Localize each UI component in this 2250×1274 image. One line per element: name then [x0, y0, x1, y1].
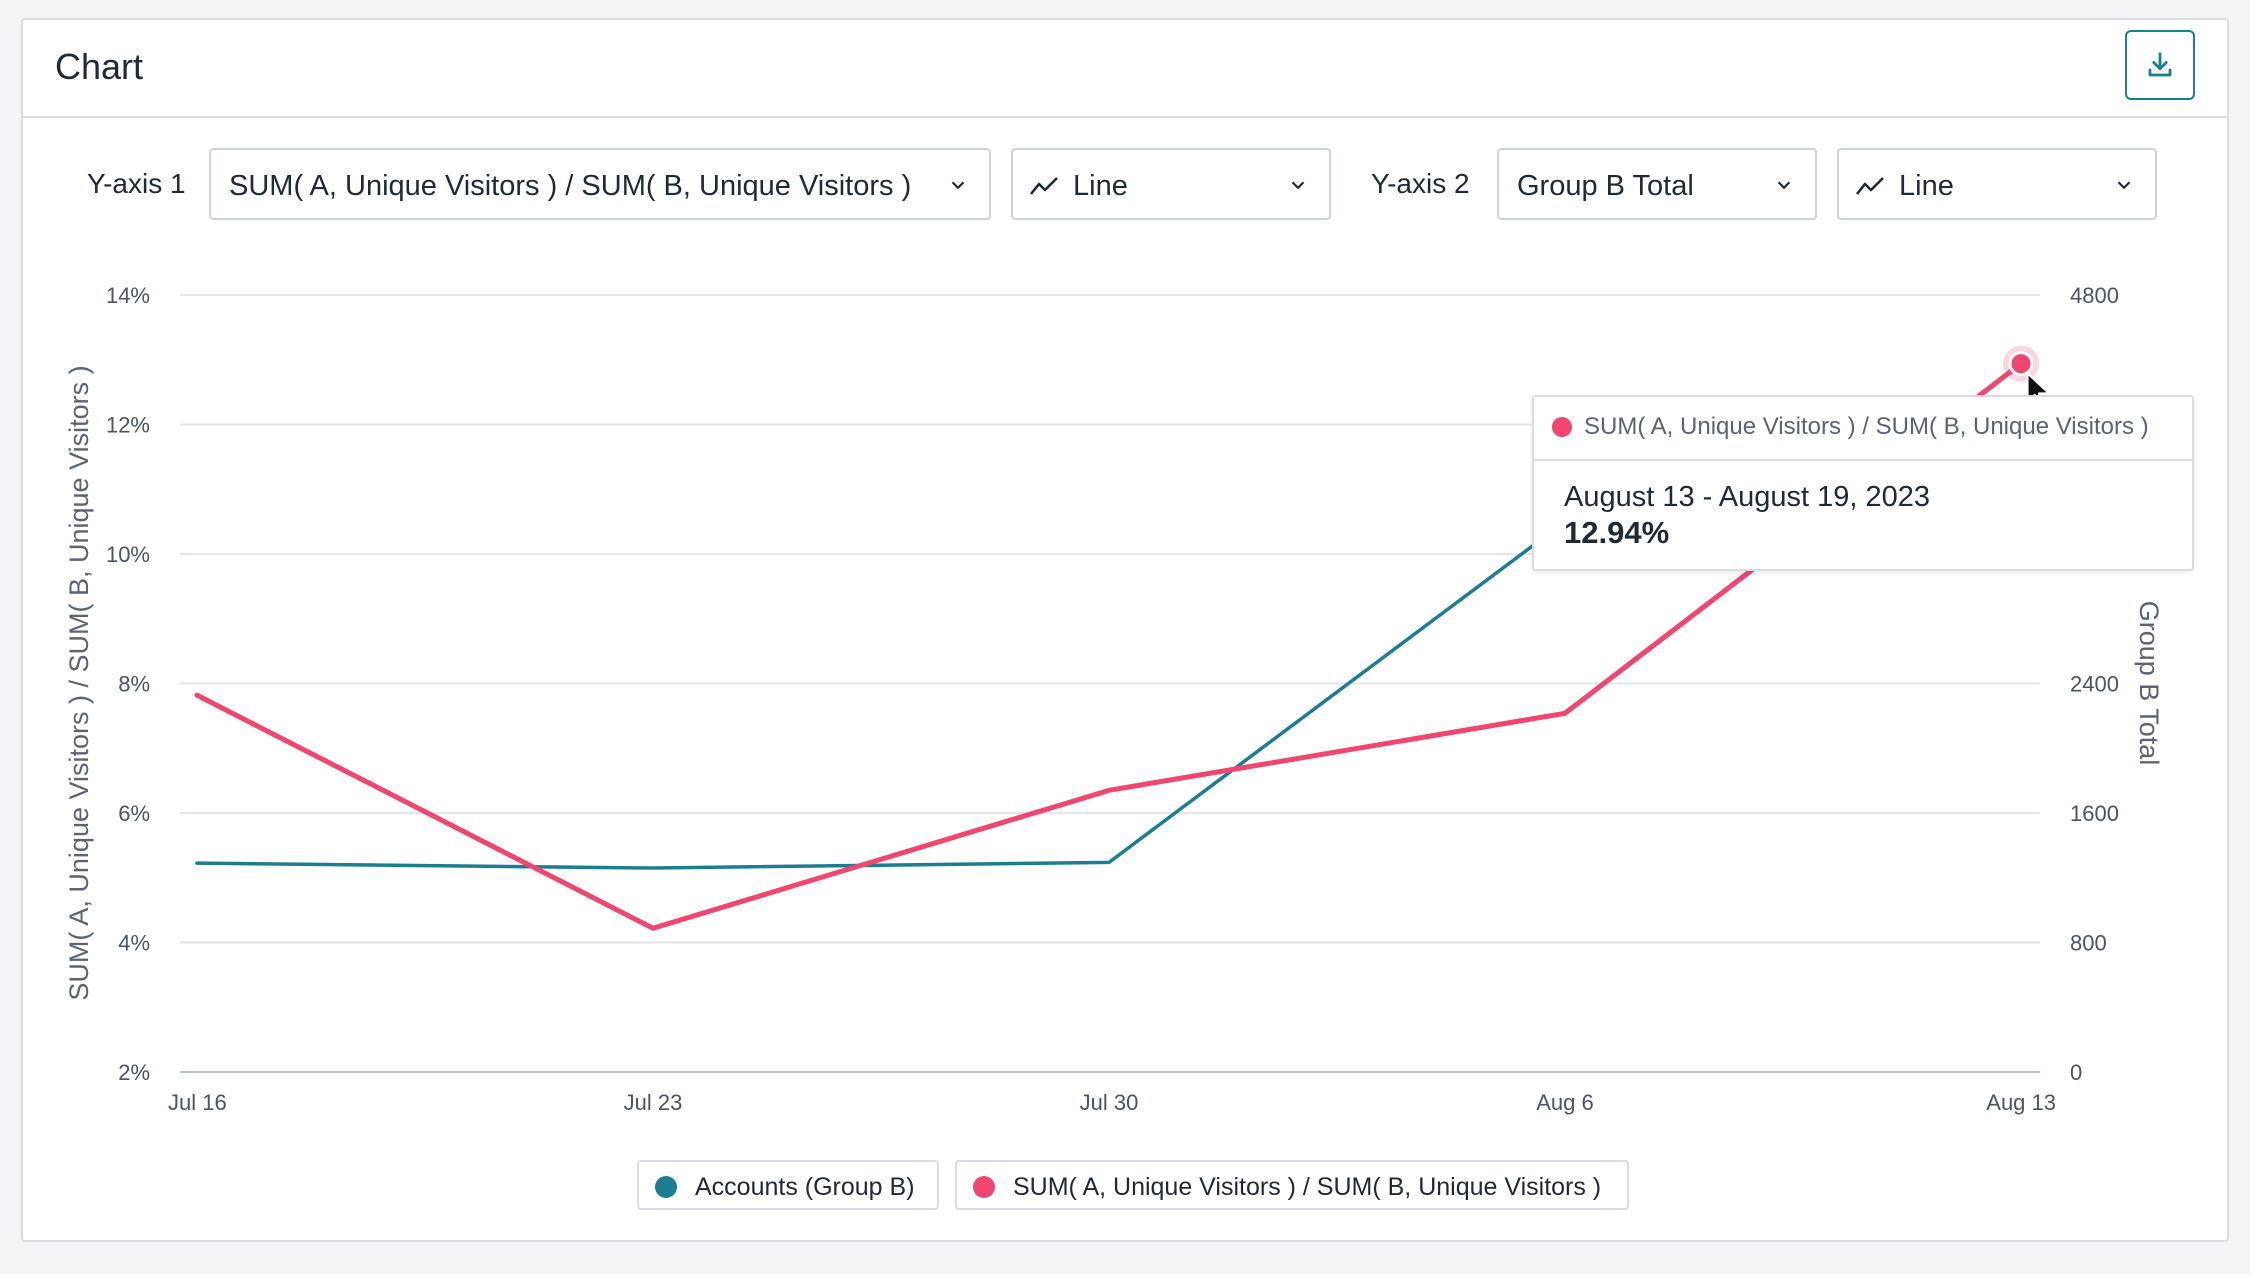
x-tick-label: Jul 30	[1080, 1090, 1139, 1115]
download-icon	[2148, 52, 2172, 77]
y-axis-1-type-select[interactable]: Line	[1011, 148, 1331, 220]
y-axis-2-type-select[interactable]: Line	[1837, 148, 2157, 220]
chart-panel: Chart Y-axis 1 SUM( A, Unique Visitors )…	[21, 18, 2229, 1242]
y-axis-1-label: Y-axis 1	[87, 168, 186, 199]
x-tick-label: Aug 6	[1536, 1090, 1594, 1115]
y1-tick-label: 6%	[118, 801, 150, 826]
y-axis-2-type-value: Line	[1899, 170, 1954, 202]
chart-tooltip: SUM( A, Unique Visitors ) / SUM( B, Uniq…	[1532, 395, 2194, 571]
y-axis-2-metric-value: Group B Total	[1517, 170, 1694, 202]
y-axis-1-metric-value: SUM( A, Unique Visitors ) / SUM( B, Uniq…	[229, 170, 912, 202]
download-button[interactable]	[2125, 30, 2195, 100]
y1-tick-label: 12%	[106, 413, 150, 438]
panel-header: Chart	[23, 20, 2227, 118]
y1-tick-label: 14%	[106, 283, 150, 308]
y1-tick-label: 10%	[106, 542, 150, 567]
tooltip-value: 12.94%	[1564, 515, 1670, 550]
legend-dot	[655, 1176, 677, 1198]
y2-tick-label: 4800	[2070, 283, 2119, 308]
y-axis-2-label: Y-axis 2	[1371, 168, 1470, 199]
y1-axis-title: SUM( A, Unique Visitors ) / SUM( B, Uniq…	[64, 365, 94, 1000]
axis-controls: Y-axis 1 SUM( A, Unique Visitors ) / SUM…	[23, 148, 2227, 222]
chevron-down-icon	[1777, 181, 1791, 190]
tooltip-header: SUM( A, Unique Visitors ) / SUM( B, Uniq…	[1534, 397, 2192, 461]
legend-dot	[973, 1176, 995, 1198]
y-axis-2-metric-select[interactable]: Group B Total	[1497, 148, 1817, 220]
y1-tick-label: 8%	[118, 672, 150, 697]
x-tick-label: Jul 23	[624, 1090, 683, 1115]
y2-tick-label: 1600	[2070, 801, 2119, 826]
chevron-down-icon	[1291, 181, 1305, 190]
tooltip-series-dot	[1552, 417, 1572, 437]
legend-item-accounts[interactable]: Accounts (Group B)	[637, 1160, 939, 1210]
legend-label: Accounts (Group B)	[695, 1173, 915, 1201]
y1-tick-label: 4%	[118, 931, 150, 956]
y-axis-1-type-value: Line	[1073, 170, 1128, 202]
y-axis-1-metric-select[interactable]: SUM( A, Unique Visitors ) / SUM( B, Uniq…	[209, 148, 991, 220]
chevron-down-icon	[2117, 181, 2131, 190]
y2-axis-title: Group B Total	[2134, 601, 2164, 766]
panel-title: Chart	[55, 46, 144, 87]
line-chart-icon	[1029, 177, 1058, 195]
y1-tick-label: 2%	[118, 1060, 150, 1085]
x-tick-label: Jul 16	[168, 1090, 227, 1115]
y2-tick-label: 2400	[2070, 672, 2119, 697]
legend-item-ratio[interactable]: SUM( A, Unique Visitors ) / SUM( B, Uniq…	[955, 1160, 1629, 1210]
chevron-down-icon	[951, 181, 965, 190]
tooltip-series-name: SUM( A, Unique Visitors ) / SUM( B, Uniq…	[1584, 413, 2149, 440]
highlighted-point	[2008, 351, 2034, 377]
y2-tick-label: 0	[2070, 1060, 2082, 1085]
x-tick-label: Aug 13	[1986, 1090, 2056, 1115]
line-chart-icon	[1855, 177, 1884, 195]
tooltip-date-range: August 13 - August 19, 2023	[1564, 481, 1930, 513]
series-line	[194, 361, 2024, 931]
legend-label: SUM( A, Unique Visitors ) / SUM( B, Uniq…	[1013, 1173, 1602, 1201]
y2-tick-label: 800	[2070, 931, 2107, 956]
